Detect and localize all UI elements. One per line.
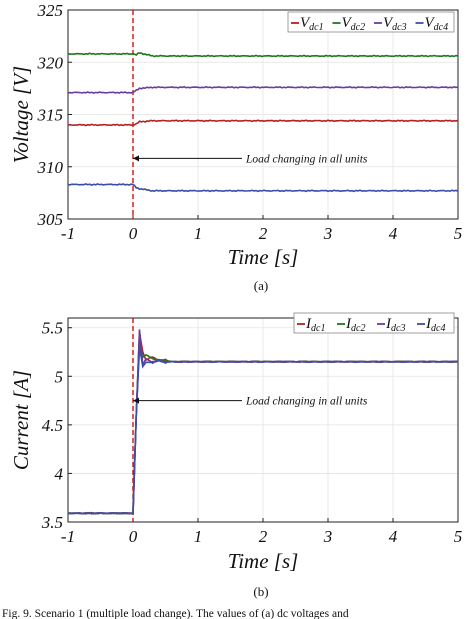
x-tick-label: 0 [129,527,138,546]
voltage-chart: -1 0 1 2 3 4 5 305 310 315 320 325 Time [s] Voltage [… [9,1,462,269]
annotation-arrowhead [133,397,139,404]
x-tick-label: 2 [259,224,268,243]
current-chart: -1 0 1 2 3 4 5 3.5 4 4.5 5 5.5 Time [s] Current [A] Lo… [9,312,463,573]
legend-label-dc3: Idc3 [385,316,405,334]
legend-box [287,11,455,33]
x-tick-label: 2 [259,527,268,546]
x-tick-label: 5 [454,527,463,546]
chart-a-sublabel: (a) [254,278,268,293]
y-axis-label: Current [A] [9,370,33,470]
y-tick-label: 5.5 [42,319,63,338]
legend-label-dc4: Vdc4 [425,15,449,33]
legend-label-dc2: Idc2 [345,316,365,334]
x-tick-label: 1 [194,527,203,546]
x-axis-label: Time [s] [228,549,299,573]
chart-b-sublabel: (b) [253,584,268,599]
legend-label-dc3: Vdc3 [383,15,407,33]
x-tick-label: 3 [323,527,333,546]
legend-box [293,312,455,334]
y-tick-label: 4 [55,464,64,483]
annotation-arrowhead [133,155,139,162]
y-tick-label: 5 [55,367,64,386]
x-tick-label: 1 [194,224,203,243]
y-tick-label: 310 [37,158,64,177]
y-tick-label: 320 [37,53,64,72]
x-tick-label: 4 [389,527,398,546]
series-line-dc1 [67,119,459,127]
legend-label-dc1: Vdc1 [300,15,324,33]
y-tick-label: 305 [37,210,64,229]
legend-label-dc2: Vdc2 [342,15,366,33]
y-tick-label: 3.5 [41,513,63,532]
annotation-text: Load changing in all units [245,153,368,165]
y-tick-label: 325 [37,1,64,20]
x-tick-label: 5 [454,224,463,243]
series-line-dc3 [67,85,459,95]
x-tick-label: 4 [389,224,398,243]
y-tick-label: 315 [37,106,64,125]
x-tick-label: 0 [129,224,138,243]
x-tick-label: 3 [323,224,333,243]
legend-label-dc1: Idc1 [305,316,325,334]
series-line-dc4 [67,347,459,515]
y-axis-label: Voltage [V] [9,66,33,163]
series-line-dc4 [67,183,459,193]
x-tick-label: -1 [61,527,75,546]
legend-label-dc4: Idc4 [425,316,445,334]
y-tick-label: 4.5 [42,416,63,435]
x-axis-label: Time [s] [228,245,299,269]
annotation-text: Load changing in all units [245,396,368,408]
figure-caption: Fig. 9. Scenario 1 (multiple load change… [2,608,349,619]
x-tick-label: -1 [61,224,75,243]
series-line-dc2 [67,52,459,58]
